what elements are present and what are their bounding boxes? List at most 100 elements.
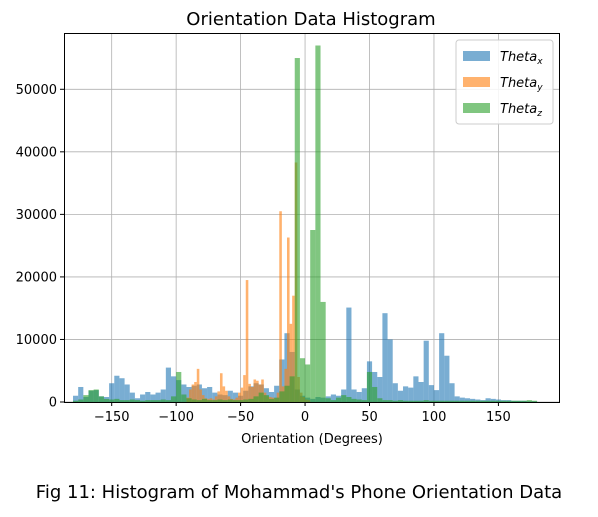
y-tick-label: 0: [49, 396, 57, 411]
histogram-bar-theta_z: [366, 371, 373, 402]
histogram-bar-theta_z: [129, 399, 135, 402]
histogram-bar-theta_z: [217, 399, 223, 402]
histogram-bar-theta_z: [78, 399, 84, 402]
histogram-bar-theta_x: [155, 392, 161, 402]
histogram-bar-theta_y: [287, 237, 290, 402]
histogram-bar-theta_z: [325, 398, 331, 402]
histogram-bar-theta_z: [160, 399, 166, 402]
histogram-bar-theta_y: [222, 386, 226, 402]
histogram-bar-theta_z: [531, 400, 538, 402]
plot-frame: [64, 33, 560, 403]
histogram-bar-theta_x: [459, 397, 465, 402]
histogram-bar-theta_y: [214, 396, 218, 402]
histogram-bar-theta_y: [227, 396, 231, 402]
histogram-bar-theta_x: [140, 394, 146, 402]
histogram-bar-theta_x: [109, 383, 115, 402]
histogram-bar-theta_z: [521, 400, 527, 402]
histogram-bar-theta_z: [356, 399, 362, 402]
histogram-bar-theta_z: [526, 400, 532, 402]
legend-label: Thetax: [500, 50, 543, 67]
histogram-bar-theta_x: [464, 398, 471, 402]
histogram-bar-theta_x: [397, 390, 404, 402]
histogram-bar-theta_y: [240, 387, 244, 402]
histogram-bar-theta_y: [191, 384, 195, 402]
y-tick-label: 30000: [16, 208, 57, 223]
histogram-bar-theta_z: [408, 400, 414, 402]
histogram-bar-theta_y: [250, 386, 254, 402]
histogram-bar-theta_z: [351, 398, 357, 402]
histogram-bar-theta_z: [403, 400, 409, 402]
histogram-bar-theta_x: [433, 390, 440, 402]
histogram-bar-theta_x: [444, 355, 450, 402]
histogram-bar-theta_z: [495, 400, 501, 402]
histogram-bar-theta_z: [372, 386, 378, 402]
legend-swatch: [463, 103, 490, 113]
histogram-bar-theta_x: [413, 376, 419, 402]
y-tick-label: 20000: [16, 270, 57, 285]
histogram-bar-theta_x: [124, 384, 130, 402]
histogram-bar-theta_z: [449, 400, 455, 402]
histogram-bar-theta_z: [470, 400, 476, 402]
histogram-bar-theta_z: [459, 400, 465, 402]
histogram-bar-theta_z: [155, 400, 161, 402]
histogram-bar-theta_z: [413, 400, 419, 402]
histogram-bar-theta_x: [485, 398, 491, 402]
histogram-bar-theta_z: [212, 400, 218, 402]
histogram-bar-theta_x: [170, 376, 177, 402]
histogram-bar-theta_z: [397, 400, 404, 402]
histogram-bar-theta_y: [201, 395, 205, 402]
histogram-bar-theta_z: [305, 364, 311, 402]
histogram-bar-theta_z: [387, 400, 393, 402]
histogram-bar-theta_y: [199, 389, 202, 402]
histogram-bar-theta_z: [516, 400, 522, 402]
legend: Thetax Thetay Thetaz: [455, 39, 554, 125]
histogram-bar-theta_x: [377, 376, 383, 402]
histogram-bar-theta_z: [310, 230, 316, 402]
histogram-bar-theta_z: [475, 400, 481, 402]
histogram-bar-theta_x: [160, 389, 166, 402]
histogram-bar-theta_z: [444, 400, 450, 402]
x-tick-label: −50: [227, 410, 254, 425]
histogram-bar-theta_x: [181, 384, 187, 402]
histogram-bar-theta_z: [392, 400, 398, 402]
histogram-bar-theta_z: [88, 390, 94, 402]
histogram-bar-theta_z: [238, 400, 244, 402]
histogram-bar-theta_z: [382, 400, 388, 402]
histogram-bar-theta_y: [238, 392, 241, 402]
histogram-bar-theta_z: [258, 392, 264, 402]
histogram-bar-theta_x: [423, 340, 429, 402]
histogram-bar-theta_x: [114, 375, 120, 402]
histogram-bar-theta_z: [335, 397, 342, 402]
histogram-bar-theta_y: [289, 323, 293, 402]
histogram-bar-theta_z: [170, 396, 177, 402]
histogram-bar-theta_x: [403, 386, 409, 402]
histogram-bar-theta_z: [191, 399, 197, 402]
histogram-bar-theta_x: [207, 386, 213, 402]
histogram-bar-theta_z: [274, 397, 280, 402]
histogram-bar-theta_z: [181, 394, 187, 402]
histogram-bar-theta_z: [73, 400, 79, 402]
histogram-bar-theta_y: [219, 373, 223, 402]
histogram-bar-theta_z: [320, 301, 326, 402]
x-tick-label: −100: [158, 410, 194, 425]
histogram-chart: Orientation Data Histogram −150 −100 −50 0 5…: [16, 9, 560, 447]
histogram-bar-theta_x: [470, 398, 476, 402]
histogram-bar-theta_z: [500, 400, 507, 402]
histogram-bar-theta_z: [315, 45, 321, 402]
y-tick-label: 10000: [16, 333, 57, 348]
histogram-bar-theta_x: [165, 367, 171, 402]
histogram-bar-theta_x: [232, 392, 239, 402]
histogram-bar-theta_z: [248, 398, 254, 402]
histogram-bar-theta_y: [253, 379, 257, 402]
histogram-bar-theta_y: [276, 392, 280, 402]
histogram-bar-theta_y: [279, 211, 282, 402]
histogram-bar-theta_z: [93, 389, 99, 402]
histogram-bar-theta_x: [392, 383, 398, 402]
y-tick-label: 40000: [16, 145, 57, 160]
histogram-bar-theta_x: [449, 383, 455, 402]
histogram-bars: [73, 45, 538, 403]
histogram-bar-theta_x: [119, 378, 125, 402]
histogram-bar-theta_y: [217, 391, 220, 402]
histogram-bar-theta_z: [109, 399, 115, 402]
histogram-bar-theta_z: [201, 398, 208, 402]
